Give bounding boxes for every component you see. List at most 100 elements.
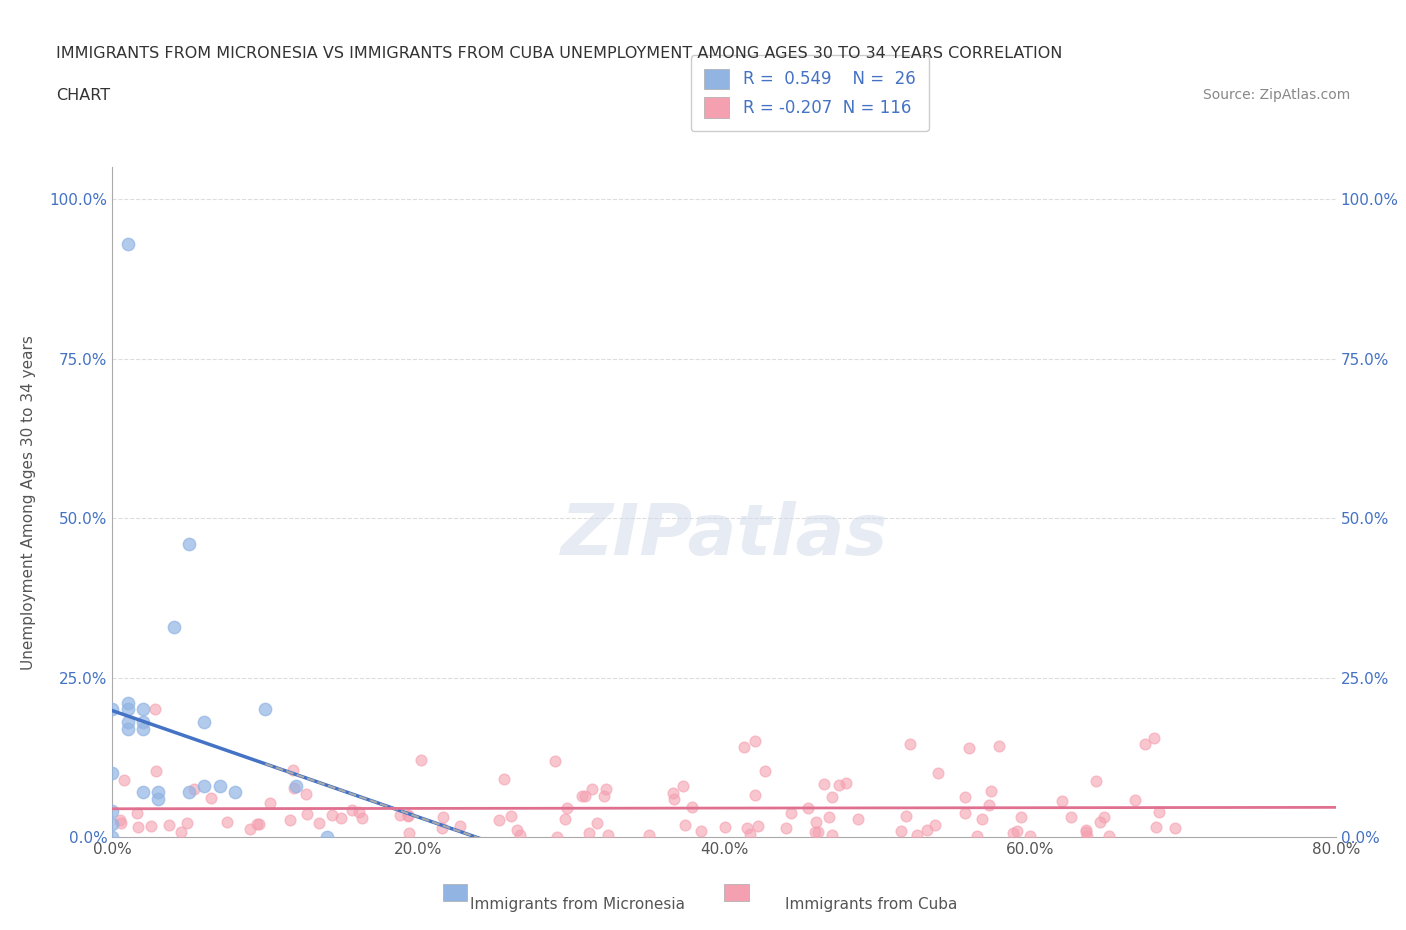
Point <box>509 828 531 843</box>
Point <box>193 715 215 730</box>
Point <box>1147 804 1170 819</box>
Point <box>673 817 696 832</box>
Point <box>754 764 776 778</box>
Point <box>1123 793 1146 808</box>
Point <box>215 815 238 830</box>
Text: IMMIGRANTS FROM MICRONESIA VS IMMIGRANTS FROM CUBA UNEMPLOYMENT AMONG AGES 30 TO: IMMIGRANTS FROM MICRONESIA VS IMMIGRANTS… <box>56 46 1063 61</box>
Point <box>315 830 337 844</box>
Point <box>927 765 949 780</box>
Point <box>744 788 766 803</box>
Text: Immigrants from Micronesia: Immigrants from Micronesia <box>470 897 685 912</box>
Point <box>117 715 139 730</box>
Point <box>224 785 246 800</box>
Point <box>308 816 330 830</box>
Point <box>245 817 267 831</box>
FancyBboxPatch shape <box>443 884 467 900</box>
Point <box>714 819 737 834</box>
Point <box>924 817 946 832</box>
Point <box>157 817 180 832</box>
Point <box>208 778 231 793</box>
Point <box>744 734 766 749</box>
Point <box>661 785 683 800</box>
Point <box>183 781 205 796</box>
Point <box>817 809 839 824</box>
Point <box>671 778 693 793</box>
Point <box>254 702 277 717</box>
Point <box>347 804 370 819</box>
Point <box>578 826 600 841</box>
Point <box>733 739 755 754</box>
Point <box>112 773 135 788</box>
Point <box>295 806 318 821</box>
Point <box>284 778 308 793</box>
Point <box>1143 730 1166 745</box>
Text: CHART: CHART <box>56 88 110 103</box>
Point <box>735 821 758 836</box>
Point <box>278 813 301 828</box>
Point <box>543 754 565 769</box>
Point <box>239 821 262 836</box>
Point <box>966 828 988 843</box>
Point <box>169 824 191 839</box>
Point <box>813 777 835 791</box>
Point <box>294 787 316 802</box>
Point <box>574 789 596 804</box>
Point <box>681 800 703 815</box>
FancyBboxPatch shape <box>724 884 748 900</box>
Point <box>499 809 522 824</box>
Point <box>980 784 1002 799</box>
Text: Immigrants from Cuba: Immigrants from Cuba <box>785 897 957 912</box>
Point <box>1010 809 1032 824</box>
Point <box>506 822 529 837</box>
Point <box>797 801 820 816</box>
Point <box>555 801 578 816</box>
Point <box>283 781 305 796</box>
Point <box>101 804 124 819</box>
Point <box>1135 737 1157 752</box>
Point <box>409 753 432 768</box>
Point <box>1144 819 1167 834</box>
Point <box>896 808 918 823</box>
Point <box>494 772 516 787</box>
Point <box>637 827 659 842</box>
Point <box>101 817 124 831</box>
Point <box>1074 822 1097 837</box>
Point <box>780 806 803 821</box>
Point <box>546 830 568 844</box>
Point <box>1002 825 1025 840</box>
Point <box>977 797 1000 812</box>
Point <box>148 785 170 800</box>
Point <box>1007 824 1029 839</box>
Point <box>132 785 155 800</box>
Point <box>898 737 921 751</box>
Point <box>890 824 912 839</box>
Point <box>598 828 620 843</box>
Text: Source: ZipAtlas.com: Source: ZipAtlas.com <box>1202 88 1350 102</box>
Point <box>143 702 166 717</box>
Point <box>988 738 1011 753</box>
Point <box>747 818 769 833</box>
Point <box>740 827 762 842</box>
Point <box>117 721 139 736</box>
Point <box>177 537 200 551</box>
Point <box>177 785 200 800</box>
Y-axis label: Unemployment Among Ages 30 to 34 years: Unemployment Among Ages 30 to 34 years <box>21 335 35 670</box>
Point <box>571 789 593 804</box>
Point <box>398 809 420 824</box>
Point <box>1074 825 1097 840</box>
Point <box>108 812 131 827</box>
Point <box>972 812 994 827</box>
Legend: R =  0.549    N =  26, R = -0.207  N = 116: R = 0.549 N = 26, R = -0.207 N = 116 <box>690 55 928 131</box>
Point <box>398 826 420 841</box>
Point <box>127 819 149 834</box>
Point <box>432 810 454 825</box>
Point <box>846 812 869 827</box>
Point <box>821 790 844 804</box>
Point <box>101 830 124 844</box>
Point <box>283 763 305 777</box>
Point <box>117 696 139 711</box>
Point <box>1098 829 1121 844</box>
Point <box>132 721 155 736</box>
Point <box>821 827 844 842</box>
Point <box>955 790 977 804</box>
